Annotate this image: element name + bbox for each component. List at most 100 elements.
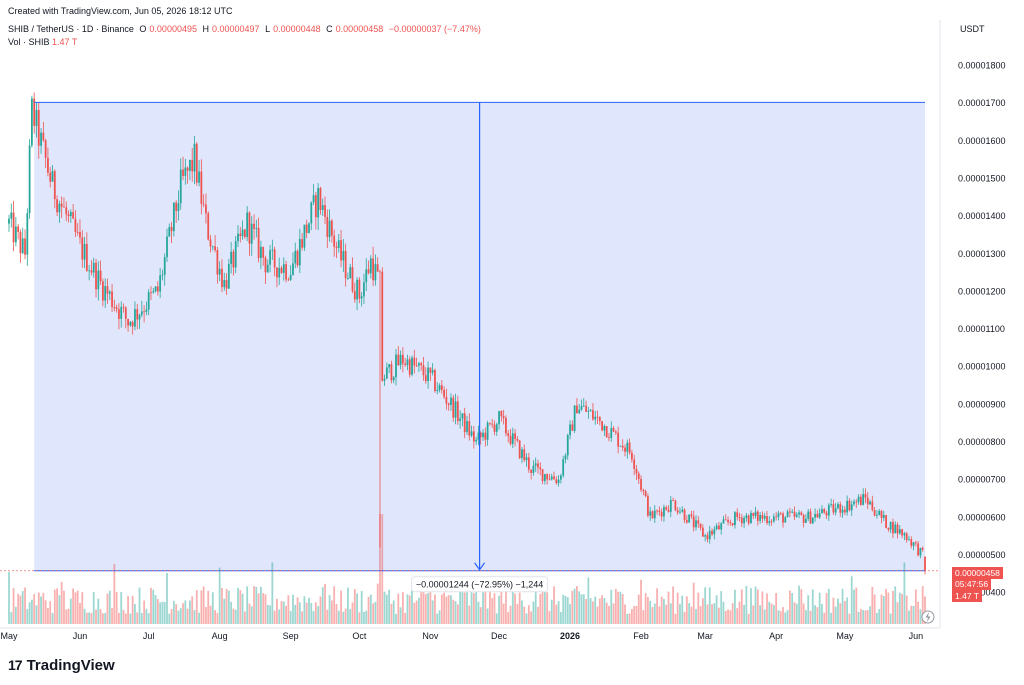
last-price-tag: 0.00000458 bbox=[952, 567, 1003, 579]
volume-bar bbox=[90, 612, 93, 624]
candle-body bbox=[205, 204, 207, 214]
alert-icon[interactable] bbox=[921, 610, 935, 624]
volume-label[interactable]: Vol · SHIB bbox=[8, 37, 50, 47]
volume-bar bbox=[321, 587, 324, 624]
candle-body bbox=[74, 218, 77, 232]
volume-bar bbox=[525, 613, 528, 624]
volume-bar bbox=[505, 589, 507, 624]
candle-body bbox=[466, 421, 468, 433]
volume-bar bbox=[724, 610, 727, 624]
volume-bar bbox=[921, 586, 924, 624]
volume-bar bbox=[651, 607, 654, 624]
candle-body bbox=[33, 98, 36, 126]
volume-bar bbox=[301, 611, 304, 624]
volume-bar bbox=[637, 594, 640, 624]
volume-bar bbox=[491, 598, 494, 624]
volume-bar bbox=[908, 610, 910, 624]
candle-body bbox=[63, 206, 65, 208]
candle-body bbox=[24, 238, 26, 255]
price-tick-label: 0.00001500 bbox=[958, 173, 1006, 183]
candle-body bbox=[175, 202, 178, 211]
candle-body bbox=[491, 423, 494, 425]
volume-bar bbox=[814, 605, 816, 624]
volume-bar bbox=[647, 597, 649, 624]
candle-body bbox=[154, 286, 157, 292]
candle-body bbox=[58, 203, 61, 213]
volume-bar bbox=[159, 602, 162, 624]
volume-bar bbox=[56, 588, 58, 624]
volume-bar bbox=[811, 589, 814, 624]
volume-bar bbox=[40, 596, 42, 624]
candle-body bbox=[608, 437, 610, 439]
candle-body bbox=[754, 511, 757, 516]
volume-bar bbox=[438, 610, 441, 624]
tradingview-logo[interactable]: 17 TradingView bbox=[8, 656, 115, 674]
candle-body bbox=[768, 521, 771, 524]
volume-bar bbox=[708, 587, 711, 624]
price-tick-label: 0.00001300 bbox=[958, 249, 1006, 259]
volume-bar bbox=[839, 603, 842, 624]
volume-bar bbox=[589, 598, 592, 624]
candle-body bbox=[800, 512, 803, 516]
low-value: 0.00000448 bbox=[273, 24, 321, 34]
candle-body bbox=[704, 535, 707, 537]
candle-body bbox=[186, 167, 189, 171]
candle-body bbox=[26, 213, 29, 255]
volume-bar bbox=[718, 607, 720, 624]
volume-bar bbox=[722, 601, 725, 624]
volume-bar bbox=[653, 603, 656, 624]
low-label: L bbox=[265, 24, 271, 34]
volume-bar bbox=[243, 611, 246, 624]
candle-body bbox=[846, 500, 849, 513]
candle-body bbox=[843, 509, 846, 513]
candle-body bbox=[505, 418, 507, 434]
candle-body bbox=[69, 212, 72, 216]
candle-body bbox=[910, 539, 913, 546]
candle-body bbox=[821, 509, 823, 514]
candle-body bbox=[17, 226, 20, 232]
symbol-label[interactable]: SHIB / TetherUS · 1D · Binance bbox=[8, 24, 134, 34]
volume-bar bbox=[871, 586, 874, 624]
volume-bar bbox=[660, 596, 663, 624]
candle-body bbox=[216, 250, 219, 275]
candle-body bbox=[104, 286, 107, 301]
volume-bar bbox=[10, 612, 13, 624]
candle-body bbox=[614, 431, 617, 433]
candle-body bbox=[445, 396, 448, 404]
price-tick-label: 0.00000600 bbox=[958, 512, 1006, 522]
volume-bar bbox=[227, 590, 230, 624]
candle-body bbox=[711, 530, 713, 535]
volume-bar bbox=[26, 608, 29, 624]
volume-bar bbox=[134, 604, 136, 624]
volume-bar bbox=[516, 603, 519, 624]
candle-body bbox=[901, 529, 903, 536]
volume-bar bbox=[51, 613, 54, 624]
volume-bar bbox=[626, 613, 629, 624]
candle-body bbox=[120, 306, 123, 319]
candle-body bbox=[766, 516, 768, 524]
candle-body bbox=[653, 510, 656, 519]
volume-bar bbox=[905, 595, 908, 624]
candle-body bbox=[589, 410, 592, 412]
candle-body bbox=[450, 397, 452, 405]
volume-bar bbox=[752, 605, 755, 624]
price-tick-label: 0.00001600 bbox=[958, 136, 1006, 146]
volume-bar bbox=[763, 609, 766, 624]
time-tick-label: Nov bbox=[422, 631, 439, 641]
volume-bar bbox=[406, 594, 409, 624]
volume-bar bbox=[518, 592, 521, 624]
close-value: 0.00000458 bbox=[335, 24, 384, 34]
candle-body bbox=[695, 520, 697, 528]
volume-bar bbox=[287, 595, 290, 624]
candle-body bbox=[122, 306, 125, 308]
volume-bar bbox=[807, 595, 810, 624]
volume-bar bbox=[514, 593, 516, 624]
candle-body bbox=[140, 311, 143, 315]
candle-body bbox=[129, 321, 132, 326]
candle-body bbox=[271, 249, 274, 251]
volume-bar bbox=[628, 613, 631, 624]
volume-bar bbox=[19, 595, 22, 624]
candle-body bbox=[392, 377, 395, 381]
currency-label[interactable]: USDT bbox=[960, 24, 985, 34]
